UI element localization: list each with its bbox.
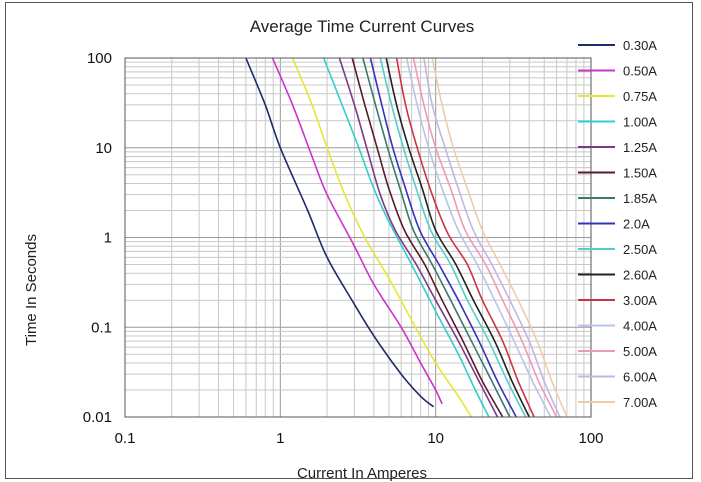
legend-label: 4.00A	[623, 319, 657, 334]
legend-label: 0.30A	[623, 38, 657, 53]
series-line-5.00A	[412, 57, 558, 418]
series-line-1.50A	[351, 57, 504, 418]
series-line-2.0A	[369, 57, 517, 418]
series-line-0.75A	[291, 57, 473, 418]
series-line-6.00A	[423, 57, 561, 418]
series-line-1.25A	[338, 57, 499, 418]
series-line-0.50A	[271, 57, 443, 405]
series-line-1.85A	[362, 57, 511, 418]
legend-label: 7.00A	[623, 395, 657, 410]
legend-label: 1.25A	[623, 140, 657, 155]
chart-title: Average Time Current Curves	[250, 17, 475, 36]
legend-label: 0.75A	[623, 89, 657, 104]
legend-label: 0.50A	[623, 64, 657, 79]
legend-label: 2.50A	[623, 242, 657, 257]
x-tick-label: 1	[276, 430, 284, 447]
legend-label: 1.85A	[623, 191, 657, 206]
y-tick-label: 1	[104, 230, 112, 247]
legend-label: 1.50A	[623, 166, 657, 181]
series-line-4.00A	[405, 57, 552, 418]
legend-label: 5.00A	[623, 344, 657, 359]
series-line-7.00A	[431, 57, 568, 418]
legend-label: 3.00A	[623, 293, 657, 308]
y-tick-label: 100	[87, 50, 112, 67]
legend-label: 6.00A	[623, 370, 657, 385]
x-tick-label: 10	[427, 430, 444, 447]
x-tick-label: 0.1	[115, 430, 136, 447]
series-line-1.00A	[322, 57, 490, 418]
legend-label: 1.00A	[623, 115, 657, 130]
y-tick-label: 0.01	[83, 409, 112, 426]
plot-area-border	[124, 57, 592, 418]
series-line-3.00A	[395, 57, 535, 418]
y-tick-label: 0.1	[91, 319, 112, 336]
x-axis-label: Current In Amperes	[297, 465, 427, 482]
x-tick-label: 100	[578, 430, 603, 447]
y-tick-label: 10	[95, 140, 112, 157]
series-line-0.30A	[245, 57, 435, 408]
legend: 0.30A 0.50A 0.75A 1.00A 1.25A 1.50A 1.85A 2.0A 2…	[578, 38, 657, 410]
series-line-2.60A	[385, 57, 530, 418]
legend-label: 2.60A	[623, 268, 657, 283]
series-lines	[245, 57, 568, 418]
legend-label: 2.0A	[623, 217, 650, 232]
chart-frame	[5, 2, 693, 479]
grid	[124, 58, 591, 418]
y-axis-label: Time In Seconds	[23, 234, 40, 346]
series-line-2.50A	[379, 57, 527, 418]
